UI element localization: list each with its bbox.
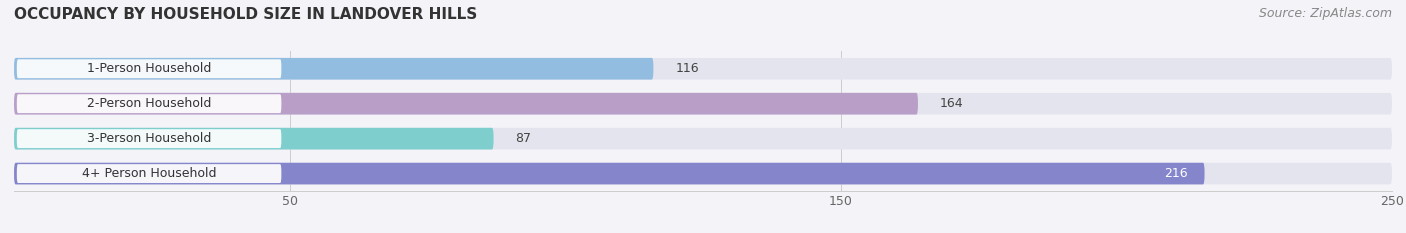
- FancyBboxPatch shape: [17, 164, 281, 183]
- FancyBboxPatch shape: [14, 58, 654, 80]
- FancyBboxPatch shape: [14, 93, 918, 115]
- Text: 87: 87: [516, 132, 531, 145]
- Text: 116: 116: [675, 62, 699, 75]
- FancyBboxPatch shape: [17, 59, 281, 78]
- FancyBboxPatch shape: [14, 163, 1392, 185]
- FancyBboxPatch shape: [14, 93, 1392, 115]
- FancyBboxPatch shape: [14, 128, 1392, 150]
- FancyBboxPatch shape: [14, 58, 1392, 80]
- FancyBboxPatch shape: [14, 163, 1205, 185]
- Text: OCCUPANCY BY HOUSEHOLD SIZE IN LANDOVER HILLS: OCCUPANCY BY HOUSEHOLD SIZE IN LANDOVER …: [14, 7, 477, 22]
- Text: 4+ Person Household: 4+ Person Household: [82, 167, 217, 180]
- Text: 1-Person Household: 1-Person Household: [87, 62, 211, 75]
- Text: 2-Person Household: 2-Person Household: [87, 97, 211, 110]
- Text: 164: 164: [941, 97, 963, 110]
- FancyBboxPatch shape: [17, 94, 281, 113]
- Text: 216: 216: [1164, 167, 1188, 180]
- Text: 3-Person Household: 3-Person Household: [87, 132, 211, 145]
- Text: Source: ZipAtlas.com: Source: ZipAtlas.com: [1258, 7, 1392, 20]
- FancyBboxPatch shape: [14, 128, 494, 150]
- FancyBboxPatch shape: [17, 129, 281, 148]
